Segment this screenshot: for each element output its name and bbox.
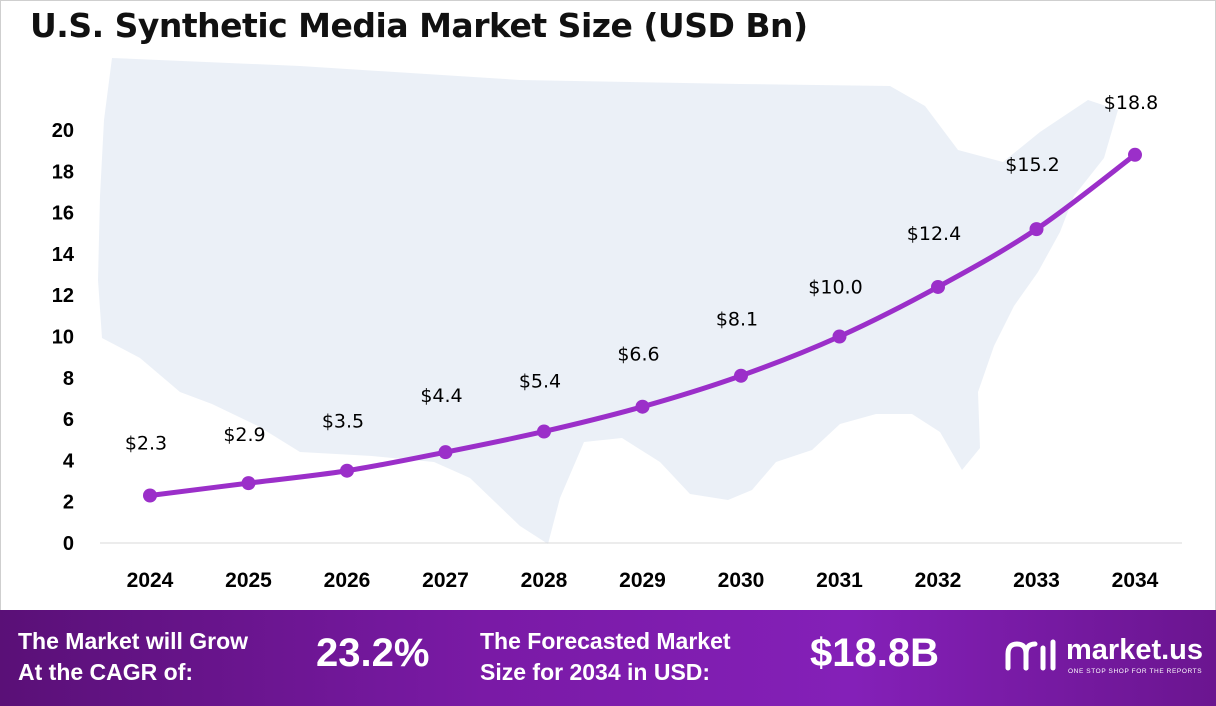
chart-title: U.S. Synthetic Media Market Size (USD Bn… (30, 6, 808, 45)
y-tick-label: 2 (63, 492, 74, 514)
y-axis-ticks: 0 2 4 6 8 10 12 14 16 18 20 (52, 120, 75, 555)
usa-map-background (98, 58, 1118, 544)
data-label: $4.4 (420, 385, 462, 407)
x-tick-label: 2034 (1112, 569, 1159, 592)
x-tick-label: 2029 (619, 569, 666, 592)
data-label: $2.9 (223, 424, 265, 446)
data-point (438, 445, 453, 460)
y-tick-label: 18 (52, 161, 74, 183)
forecast-value: $18.8B (810, 631, 939, 675)
y-tick-label: 20 (52, 120, 74, 142)
data-point (537, 424, 551, 439)
x-tick-label: 2033 (1013, 569, 1060, 592)
brand-tagline: ONE STOP SHOP FOR THE REPORTS (1068, 668, 1203, 675)
x-tick-label: 2025 (225, 569, 272, 592)
y-tick-label: 4 (63, 450, 75, 472)
y-tick-label: 12 (52, 285, 74, 307)
summary-banner: The Market will Grow At the CAGR of: 23.… (0, 610, 1216, 706)
data-point (931, 279, 945, 294)
data-label: $18.8 (1104, 92, 1158, 114)
data-label: $5.4 (519, 370, 561, 392)
forecast-label-line2: Size for 2034 in USD: (480, 659, 711, 685)
data-point (143, 488, 157, 503)
data-labels: $2.3 $2.9 $3.5 $4.4 $5.4 $6.6 $8.1 $10.0 $12.4 $1… (125, 92, 1158, 455)
data-label: $15.2 (1005, 154, 1059, 176)
data-label: $10.0 (808, 277, 862, 299)
data-point (734, 368, 748, 383)
market-us-logo-icon (1005, 639, 1056, 671)
x-axis-ticks: 2024 2025 2026 2027 2028 2029 2030 2031 2032 2033… (127, 569, 1159, 592)
y-tick-label: 14 (52, 244, 75, 266)
cagr-label-line2: At the CAGR of: (18, 659, 194, 685)
x-tick-label: 2028 (521, 569, 568, 592)
series-points (143, 147, 1142, 503)
cagr-label-line1: The Market will Grow (18, 628, 249, 654)
data-label: $3.5 (322, 411, 364, 433)
forecast-label-line1: The Forecasted Market (480, 628, 731, 654)
y-tick-label: 0 (63, 533, 74, 555)
data-label: $12.4 (907, 223, 961, 245)
y-tick-label: 8 (63, 368, 74, 390)
brand-name: market.us (1066, 634, 1204, 666)
data-point (241, 476, 256, 491)
data-point (1128, 147, 1142, 162)
data-point (1029, 222, 1044, 237)
x-tick-label: 2027 (422, 569, 469, 592)
x-tick-label: 2026 (324, 569, 371, 592)
cagr-value: 23.2% (316, 631, 430, 675)
y-tick-label: 6 (63, 409, 74, 431)
data-label: $8.1 (716, 309, 758, 331)
x-tick-label: 2032 (915, 569, 962, 592)
data-point (832, 329, 847, 344)
y-tick-label: 10 (52, 327, 74, 349)
x-tick-label: 2031 (816, 569, 863, 592)
data-label: $6.6 (617, 344, 659, 366)
data-point (635, 399, 650, 414)
data-label: $2.3 (125, 433, 167, 455)
x-tick-label: 2024 (127, 569, 174, 592)
x-tick-label: 2030 (718, 569, 765, 592)
data-point (340, 463, 354, 478)
y-tick-label: 16 (52, 203, 74, 225)
